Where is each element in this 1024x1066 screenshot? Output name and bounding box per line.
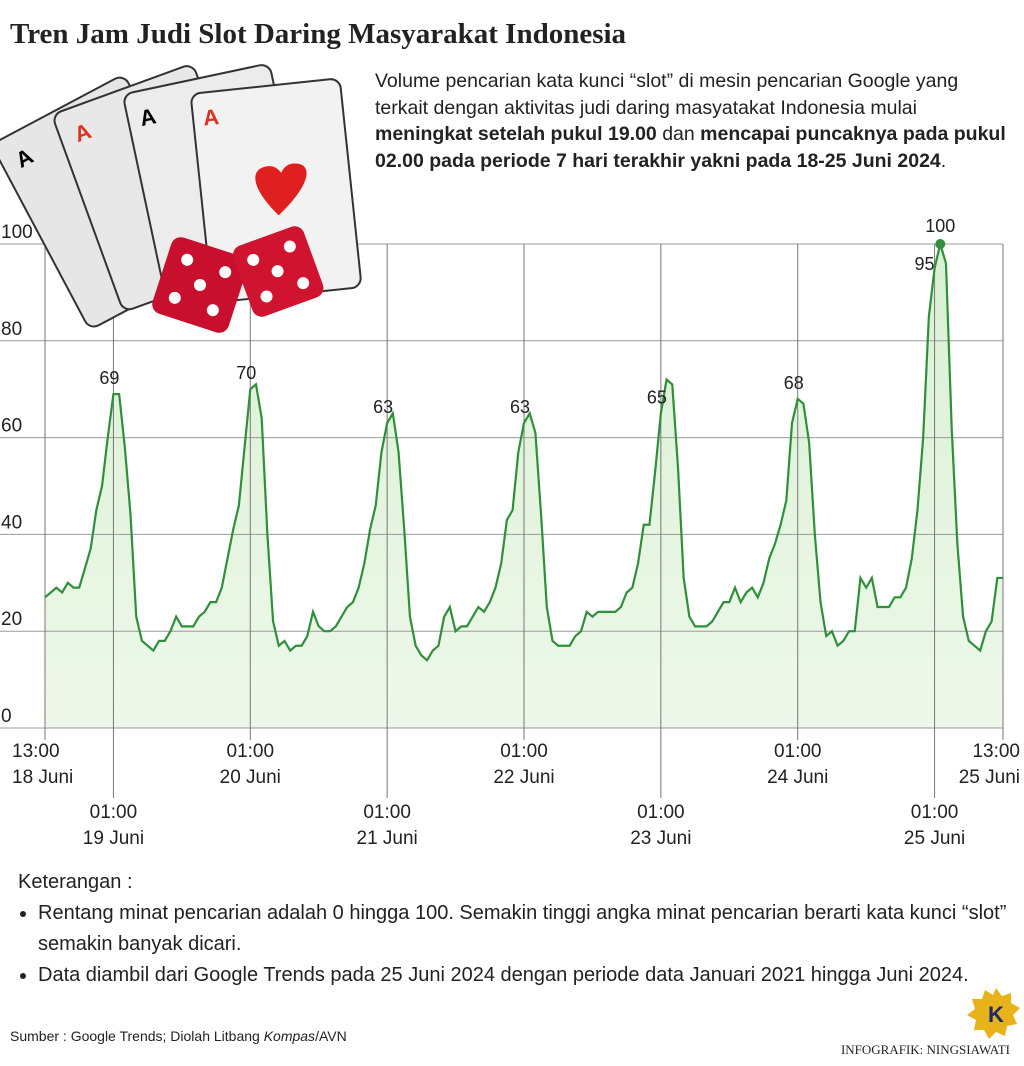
- notes-title: Keterangan :: [18, 871, 133, 893]
- x-tick-label: 23 Juni: [630, 828, 691, 849]
- source-part: Kompas: [263, 1028, 316, 1044]
- cards-dice-illustration: A A A A: [0, 64, 362, 333]
- note-item: Data diambil dari Google Trends pada 25 …: [38, 960, 1018, 991]
- x-tick-label: 13:00: [12, 741, 60, 762]
- value-label: 68: [784, 373, 804, 393]
- y-tick-label: 0: [1, 706, 12, 727]
- description-part: meningkat setelah pukul 19.00: [375, 123, 657, 145]
- line: [44, 239, 1003, 662]
- y-tick-label: 100: [1, 222, 33, 243]
- x-tick-label: 01:00: [774, 741, 822, 762]
- svg-text:A: A: [137, 103, 158, 131]
- chart-title: Tren Jam Judi Slot Daring Masyarakat Ind…: [10, 18, 627, 50]
- description-part: mencapai puncaknya pada pukul 02.00 pada…: [375, 123, 1006, 172]
- description-part: Volume pencarian kata kunci “slot” di me…: [375, 70, 959, 119]
- x-tick-label: 01:00: [637, 802, 685, 823]
- logo: K: [967, 988, 1020, 1039]
- credit: INFOGRAFIK: NINGSIAWATI: [840, 1042, 1010, 1057]
- description-part: dan: [656, 123, 701, 145]
- y-tick-label: 20: [1, 609, 22, 630]
- x-tick-label: 22 Juni: [493, 767, 554, 788]
- description: Volume pencarian kata kunci “slot” di me…: [375, 68, 1015, 174]
- x-tick-label: 18 Juni: [12, 767, 73, 788]
- source-part: Sumber : Google Trends; Diolah Litbang: [10, 1028, 264, 1044]
- y-tick-label: 40: [1, 512, 22, 533]
- x-tick-label: 01:00: [911, 802, 959, 823]
- value-label: 63: [373, 397, 393, 417]
- x-tick-label: 01:00: [90, 802, 138, 823]
- svg-text:A: A: [202, 104, 221, 131]
- x-tick-label: 01:00: [227, 741, 275, 762]
- x-tick-label: 20 Juni: [220, 767, 281, 788]
- x-tick-label: 19 Juni: [83, 828, 144, 849]
- y-tick-label: 80: [1, 319, 22, 340]
- source-part: /AVN: [315, 1028, 347, 1044]
- x-tick-label: 24 Juni: [767, 767, 828, 788]
- y-tick-label: 60: [1, 416, 22, 437]
- description-part: .: [940, 149, 947, 172]
- peak-dot: [935, 239, 946, 249]
- value-label: 69: [99, 368, 119, 388]
- source: Sumber : Google Trends; Diolah Litbang K…: [10, 1028, 347, 1044]
- x-tick-label: 25 Juni: [959, 767, 1020, 788]
- logo-letter: K: [988, 1002, 1004, 1027]
- x-tick-label: 01:00: [363, 802, 411, 823]
- value-label: 70: [236, 363, 256, 383]
- value-label: 63: [510, 397, 530, 417]
- value-label: 95: [915, 254, 935, 274]
- x-tick-label: 13:00: [972, 741, 1020, 762]
- notes-list: Rentang minat pencarian adalah 0 hingga …: [18, 898, 1018, 991]
- notes: Keterangan : Rentang minat pencarian ada…: [18, 866, 1018, 991]
- x-tick-label: 21 Juni: [357, 828, 418, 849]
- x-tick-label: 01:00: [500, 741, 548, 762]
- note-item: Rentang minat pencarian adalah 0 hingga …: [38, 898, 1018, 960]
- value-label: 100: [925, 216, 955, 236]
- x-tick-label: 25 Juni: [904, 828, 965, 849]
- value-label: 65: [647, 387, 667, 407]
